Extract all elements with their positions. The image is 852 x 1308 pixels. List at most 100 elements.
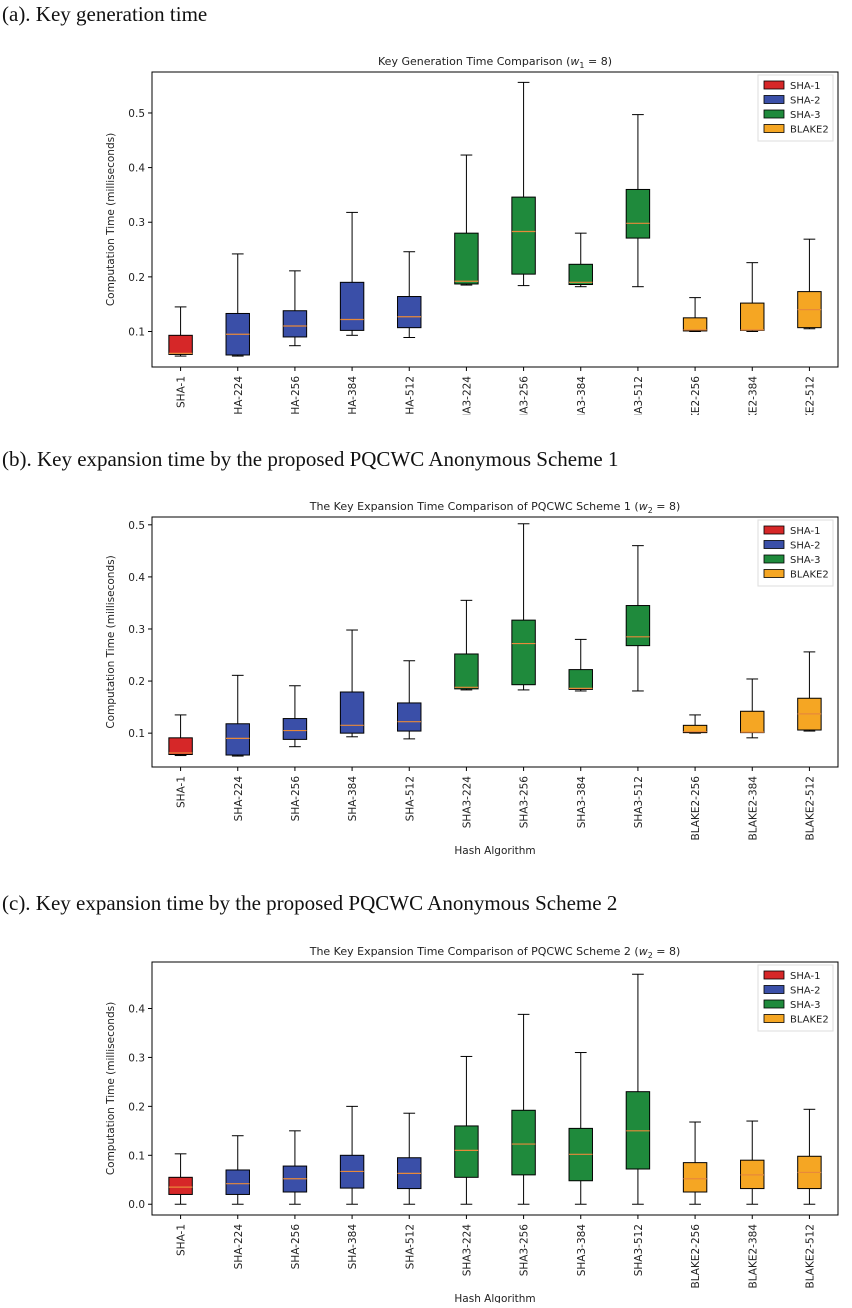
- box-sha3-256: [511, 1013, 536, 1205]
- y-tick-label: 0.2: [128, 272, 145, 284]
- legend-swatch-sha-3: [763, 554, 785, 564]
- box-blake2-256: [682, 1121, 708, 1205]
- box-sha-384: [339, 211, 365, 336]
- chart-title-text: The Key Expansion Time Comparison of PQC…: [309, 945, 639, 958]
- x-tick-label: SHA3-512: [633, 776, 645, 828]
- legend-entry-blake2: BLAKE2: [790, 570, 829, 581]
- x-axis-label: Hash Algorithm: [454, 845, 535, 857]
- legend-entry-sha-2: SHA-2: [790, 986, 820, 997]
- y-axis-label: Computation Time (milliseconds): [105, 1002, 117, 1175]
- plot-frame: [151, 516, 839, 768]
- x-tick-label: SHA3-256: [519, 1224, 531, 1277]
- box-sha3-384: [568, 1052, 593, 1205]
- box-sha3-512: [625, 114, 651, 288]
- box-iqr: [168, 334, 193, 355]
- legend-entry-sha-1: SHA-1: [790, 526, 820, 537]
- x-tick-label: SHA3-512: [633, 1224, 645, 1276]
- x-tick-label: SHA-512: [404, 776, 416, 821]
- x-tick-label: BLAKE2-512: [804, 776, 816, 841]
- box-sha-512: [397, 1112, 422, 1205]
- y-tick-label: 0.4: [128, 572, 145, 584]
- box-iqr: [740, 710, 765, 734]
- x-tick-label: SHA-1: [176, 776, 188, 808]
- box-iqr: [168, 737, 193, 755]
- x-tick-label: SHA3-256: [519, 776, 531, 829]
- box-iqr: [682, 317, 708, 332]
- chart-title-text: Key Generation Time Comparison (: [378, 55, 570, 68]
- x-tick-label: SHA-256: [290, 376, 302, 415]
- box-blake2-512: [797, 238, 822, 330]
- box-sha3-384: [568, 638, 593, 692]
- chart-key-expansion-scheme-1: The Key Expansion Time Comparison of PQC…: [105, 500, 839, 857]
- chart-title-variable: w: [639, 945, 648, 958]
- box-iqr: [511, 196, 536, 275]
- x-tick-label: BLAKE2-384: [747, 776, 759, 841]
- x-tick-label: SHA3-256: [519, 376, 531, 415]
- legend-swatch-sha-2: [763, 985, 785, 994]
- box-sha-224: [225, 674, 250, 757]
- x-tick-label: SHA3-384: [576, 776, 588, 829]
- box-sha-512: [397, 251, 422, 338]
- y-tick-label: 0.1: [128, 1150, 145, 1162]
- chart-title-suffix: = 8): [653, 500, 681, 513]
- box-iqr: [397, 702, 422, 732]
- chart-title-suffix: = 8): [653, 945, 681, 958]
- chart-title: The Key Expansion Time Comparison of PQC…: [309, 500, 681, 515]
- x-tick-label: BLAKE2-512: [804, 1224, 816, 1289]
- legend-swatch-sha-3: [763, 999, 785, 1009]
- x-tick-label: BLAKE2-384: [747, 1224, 759, 1289]
- box-sha3-512: [625, 973, 651, 1205]
- legend-swatch-blake2: [763, 569, 785, 578]
- box-iqr: [397, 296, 422, 329]
- box-sha-1: [168, 306, 193, 357]
- box-iqr: [339, 281, 365, 331]
- y-tick-label: 0.0: [128, 1199, 145, 1211]
- x-tick-label: SHA3-224: [461, 776, 473, 829]
- legend-entry-blake2: BLAKE2: [790, 1015, 829, 1026]
- x-tick-label: SHA3-384: [576, 1224, 588, 1277]
- box-sha-224: [225, 253, 250, 357]
- x-tick-label: SHA-224: [233, 1224, 245, 1270]
- chart-key-generation: Key Generation Time Comparison (w1 = 8) 0…: [105, 55, 839, 457]
- x-tick-label: SHA-1: [176, 376, 188, 408]
- box-blake2-384: [740, 262, 765, 332]
- box-iqr: [682, 1162, 708, 1193]
- box-sha-256: [282, 270, 308, 347]
- x-tick-label: SHA-384: [347, 376, 359, 415]
- x-tick-label: BLAKE2-512: [804, 376, 816, 415]
- x-tick-label: BLAKE2-256: [690, 776, 702, 841]
- y-tick-label: 0.2: [128, 1101, 145, 1113]
- legend-entry-sha-1: SHA-1: [790, 971, 820, 982]
- chart-title: The Key Expansion Time Comparison of PQC…: [309, 945, 681, 960]
- chart-panel-a: Key Generation Time Comparison (w1 = 8) 0…: [0, 45, 852, 457]
- legend-entry-sha-2: SHA-2: [790, 96, 820, 107]
- box-iqr: [740, 302, 765, 331]
- box-blake2-512: [797, 651, 822, 732]
- chart-panel-c: The Key Expansion Time Comparison of PQC…: [0, 935, 852, 1305]
- chart-title-variable: w: [570, 55, 579, 68]
- box-iqr: [511, 619, 536, 686]
- legend: SHA-1 SHA-2 SHA-3 BLAKE2: [757, 519, 834, 587]
- x-axis-label: Hash Algorithm: [454, 1293, 535, 1303]
- x-tick-label: SHA-512: [404, 1224, 416, 1269]
- y-tick-label: 0.5: [128, 108, 145, 120]
- x-tick-label: SHA3-384: [576, 376, 588, 415]
- box-iqr: [282, 718, 308, 740]
- chart-panel-b: The Key Expansion Time Comparison of PQC…: [0, 490, 852, 860]
- box-sha-1: [168, 1153, 193, 1205]
- legend-entry-sha-2: SHA-2: [790, 541, 820, 552]
- x-tick-label: SHA-224: [233, 376, 245, 415]
- legend-swatch-blake2: [763, 124, 785, 133]
- chart-key-expansion-scheme-2: The Key Expansion Time Comparison of PQC…: [105, 945, 839, 1305]
- box-sha3-384: [568, 232, 593, 288]
- legend: SHA-1 SHA-2 SHA-3 BLAKE2: [757, 964, 834, 1032]
- x-tick-label: SHA-384: [347, 1224, 359, 1270]
- y-tick-label: 0.2: [128, 676, 145, 688]
- legend-entry-sha-3: SHA-3: [790, 555, 820, 566]
- y-tick-label: 0.5: [128, 520, 145, 532]
- y-tick-label: 0.4: [128, 163, 145, 175]
- x-tick-label: BLAKE2-256: [690, 376, 702, 415]
- heading-a: (a). Key generation time: [2, 2, 208, 26]
- x-tick-label: SHA-512: [404, 376, 416, 415]
- box-iqr: [339, 691, 365, 734]
